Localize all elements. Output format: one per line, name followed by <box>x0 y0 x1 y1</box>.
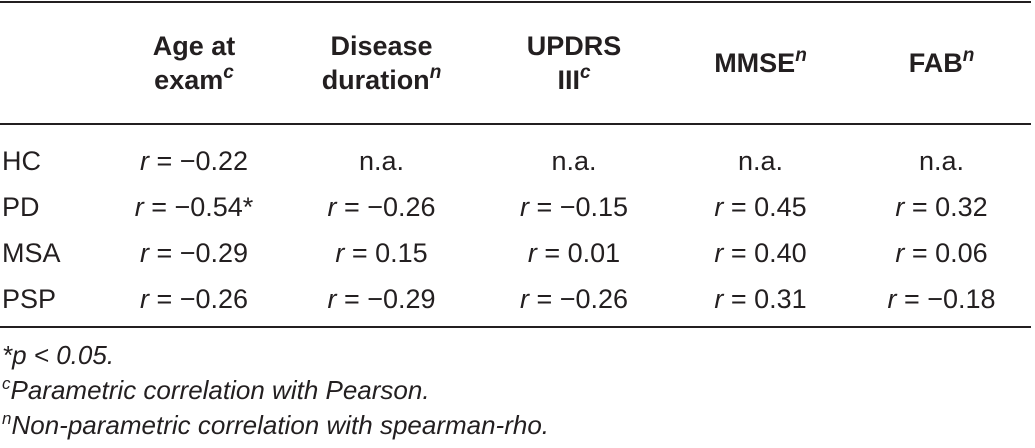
bottom-rule <box>0 326 1031 328</box>
table-cell: r = −0.26 <box>139 283 249 314</box>
correlation-table: Age at examc Disease durationn UPDRS IIIc M… <box>0 0 1031 322</box>
table-cell: r = −0.26 <box>519 283 629 314</box>
table-cell: r = −0.22 <box>139 145 249 176</box>
header-mmse: MMSEn <box>714 45 807 78</box>
table-cell: n.a. <box>918 145 965 176</box>
top-rule <box>0 1 1031 3</box>
header-empty <box>0 0 104 124</box>
table-cell: r = 0.31 <box>714 283 807 314</box>
table-cell: r = 0.06 <box>895 237 988 268</box>
table-row-msa: MSA r = −0.29 r = 0.15 r = 0.01 r = 0.40… <box>0 230 1031 276</box>
header-age-at-exam: Age at examc <box>152 31 236 95</box>
table-cell: r = 0.01 <box>527 237 621 268</box>
footnote-non-parametric: nNon-parametric correlation with spearma… <box>2 409 550 440</box>
table-cell: r = 0.15 <box>335 237 428 268</box>
header-disease-duration: Disease durationn <box>321 31 442 95</box>
table-cell: r = 0.40 <box>714 237 807 268</box>
table-cell: r = −0.15 <box>519 191 629 222</box>
table-cell: r = −0.26 <box>327 191 436 222</box>
table-cell: n.a. <box>358 145 405 176</box>
table-cell: n.a. <box>551 145 597 176</box>
table-cell: r = −0.29 <box>139 237 249 268</box>
table-cell: r = 0.32 <box>895 191 988 222</box>
row-label: HC <box>2 145 41 176</box>
header-row: Age at examc Disease durationn UPDRS IIIc M… <box>0 0 1031 124</box>
row-label: PSP <box>2 283 57 314</box>
header-rule <box>0 123 1031 125</box>
table-cell: n.a. <box>737 145 784 176</box>
header-fab: FABn <box>908 45 975 78</box>
footnote-significance: *p < 0.05. <box>2 340 115 370</box>
table-cell: r = −0.18 <box>887 283 996 314</box>
header-updrs-iii: UPDRS IIIc <box>526 31 622 95</box>
table-cell: r = 0.45 <box>714 191 807 222</box>
table-cell: r = −0.29 <box>327 283 436 314</box>
row-label: MSA <box>2 237 61 268</box>
table-row-hc: HC r = −0.22 n.a. n.a. n.a. n.a. <box>0 124 1031 184</box>
table-cell: r = −0.54* <box>134 191 254 222</box>
table-row-pd: PD r = −0.54* r = −0.26 r = −0.15 r = 0.… <box>0 184 1031 230</box>
table-row-psp: PSP r = −0.26 r = −0.29 r = −0.26 r = 0.… <box>0 276 1031 322</box>
row-label: PD <box>2 191 40 222</box>
footnote-parametric: cParametric correlation with Pearson. <box>2 374 430 405</box>
table-footnotes: *p < 0.05. cParametric correlation with … <box>2 338 549 443</box>
